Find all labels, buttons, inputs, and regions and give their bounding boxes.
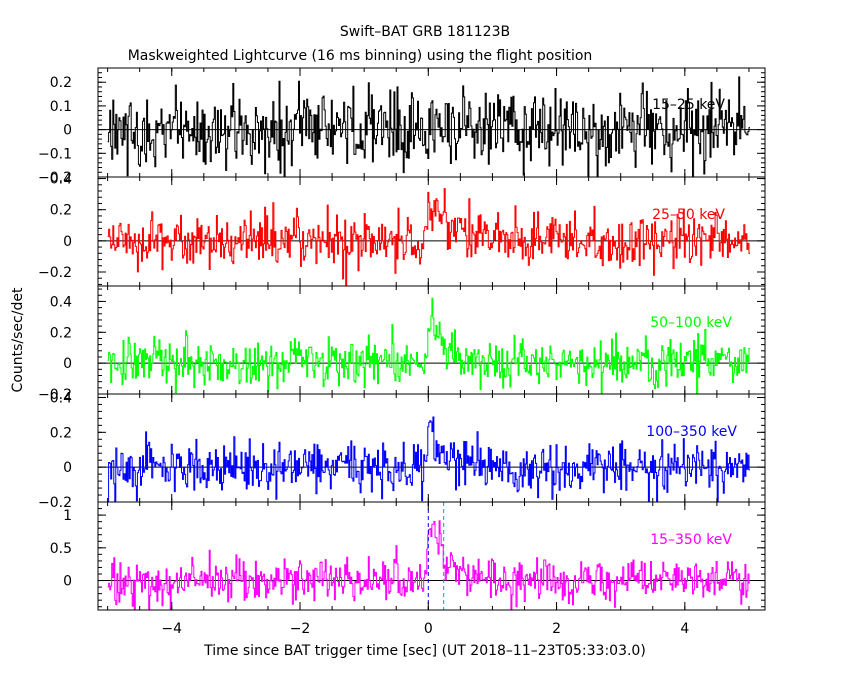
x-tick-label: 0	[424, 621, 433, 637]
y-tick-label: 0	[63, 460, 72, 476]
y-tick-label: 0.5	[50, 541, 72, 557]
panel-1: −0.2 −0.1 0 0.1 0.2 15–25 keV	[38, 67, 766, 186]
y-tick-label: 0	[63, 123, 72, 139]
y-tick-label: 0.2	[50, 325, 72, 341]
y-tick-label: 0.2	[50, 75, 72, 91]
y-tick-label: 0.2	[50, 425, 72, 441]
series-line-1	[107, 76, 750, 177]
y-tick-label: 0.4	[50, 294, 72, 310]
y-tick-label: −0.1	[38, 146, 72, 162]
panel-frame	[97, 501, 766, 611]
x-tick-label: −4	[161, 621, 182, 637]
y-tick-label: −0.2	[38, 265, 72, 281]
y-tick-label: 0.4	[50, 390, 72, 406]
y-tick-label: 1	[63, 508, 72, 524]
y-tick-label: 0.2	[50, 203, 72, 219]
x-tick-label: 4	[680, 621, 689, 637]
y-tick-label: 0.1	[50, 99, 72, 115]
y-tick-label: 0	[63, 356, 72, 372]
x-tick-label: −2	[290, 621, 311, 637]
series-label-2: 25–50 keV	[652, 207, 725, 223]
series-label-5: 15–350 keV	[650, 532, 732, 548]
series-line-5	[107, 520, 750, 610]
panel-3: −0.2 0 0.2 0.4 50–100 keV	[38, 285, 766, 403]
y-tick-label: 0	[63, 234, 72, 250]
chart-subtitle: Maskweighted Lightcurve (16 ms binning) …	[128, 48, 593, 64]
panel-5: 0 0.5 1 15–350 keV	[50, 501, 766, 611]
y-tick-label: −0.2	[38, 387, 72, 403]
x-tick-label: 2	[552, 621, 561, 637]
series-line-3	[107, 297, 750, 394]
series-line-2	[107, 188, 750, 286]
panel-2: −0.2 0 0.2 0.4 25–50 keV	[38, 172, 766, 287]
y-axis-label: Counts/sec/det	[10, 287, 26, 392]
y-tick-label: 0.4	[50, 172, 72, 188]
series-label-1: 15–25 keV	[652, 97, 725, 113]
panel-4: −0.2 0 0.2 0.4 100–350 keV	[38, 390, 766, 511]
series-label-4: 100–350 keV	[646, 424, 737, 440]
chart-title: Swift–BAT GRB 181123B	[340, 24, 510, 40]
y-tick-label: 0	[63, 574, 72, 590]
x-axis-label: Time since BAT trigger time [sec] (UT 20…	[203, 643, 646, 659]
y-tick-label: −0.2	[38, 170, 72, 186]
series-line-4	[108, 416, 750, 502]
panels-group: −0.2 −0.1 0 0.1 0.2 15–25 keV −0.2 0 0.2 0.4 25–50…	[38, 67, 766, 637]
y-tick-label: −0.2	[38, 495, 72, 511]
series-label-3: 50–100 keV	[650, 315, 732, 331]
